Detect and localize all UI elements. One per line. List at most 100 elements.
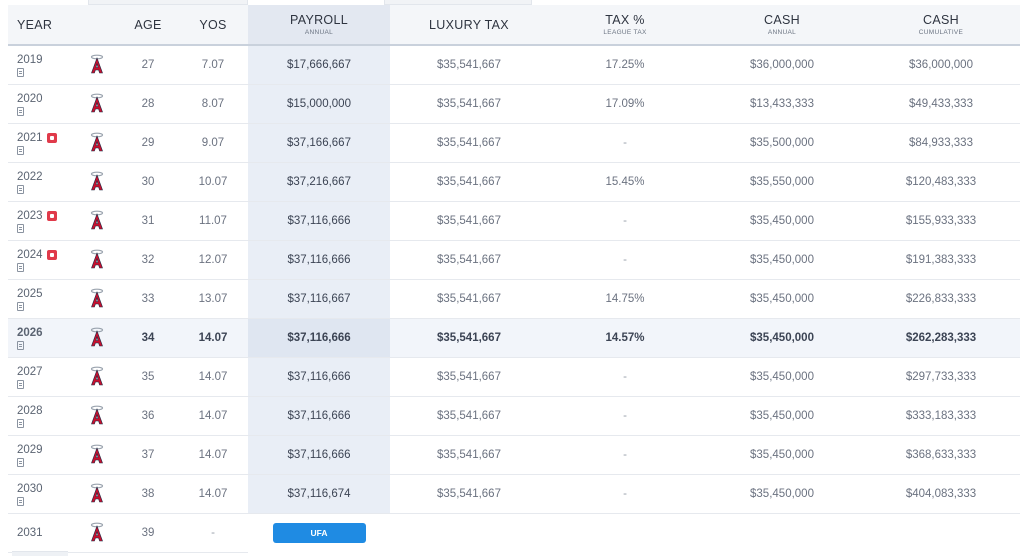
- table-row: 2023 31 11.07 $37,116,666 $35,541,667- $35,45…: [8, 201, 1020, 241]
- payroll-cell: $37,116,666: [248, 201, 390, 241]
- col-header-year[interactable]: YEAR: [8, 5, 76, 46]
- cash-annual-cell: $36,000,000: [702, 45, 862, 85]
- cash-cumulative-cell: $368,633,333: [862, 435, 1020, 475]
- contract-doc-icon[interactable]: [17, 184, 24, 194]
- table-row-final: 2031 39 - UFA: [8, 513, 1020, 553]
- tab-edge[interactable]: [88, 0, 248, 5]
- team-logo-cell: [76, 318, 118, 358]
- cash-cumulative-cell: $333,183,333: [862, 396, 1020, 436]
- cash-cumulative-cell: $191,383,333: [862, 240, 1020, 280]
- age-cell: 36: [118, 396, 178, 436]
- empty-cell: [862, 514, 1020, 553]
- contract-doc-icon[interactable]: [17, 457, 24, 467]
- status-cell: UFA: [248, 514, 390, 553]
- angels-logo-icon: [90, 483, 104, 506]
- luxury-tax-cell: $35,541,667: [390, 435, 548, 475]
- year-link[interactable]: 2024: [17, 248, 43, 261]
- contract-doc-icon[interactable]: [17, 496, 24, 506]
- tax-pct-cell: -: [548, 201, 702, 241]
- contract-doc-icon[interactable]: [17, 223, 24, 233]
- contract-doc-icon[interactable]: [17, 67, 24, 77]
- year-cell: 2028: [8, 396, 76, 436]
- contract-doc-icon[interactable]: [17, 301, 24, 311]
- year-link[interactable]: 2026: [17, 326, 43, 339]
- tab-edge[interactable]: [384, 0, 532, 5]
- team-logo-cell: [76, 513, 118, 553]
- table-row: 2021 29 9.07 $37,166,667 $35,541,667- $35,500…: [8, 123, 1020, 163]
- col-header-age[interactable]: AGE: [118, 5, 178, 46]
- cash-cumulative-cell: $120,483,333: [862, 162, 1020, 202]
- empty-cell: [548, 514, 702, 553]
- luxury-tax-cell: $35,541,667: [390, 123, 548, 163]
- luxury-tax-cell: $35,541,667: [390, 162, 548, 202]
- contract-doc-icon[interactable]: [17, 106, 24, 116]
- contract-doc-icon[interactable]: [17, 145, 24, 155]
- table-row: 2027 35 14.07 $37,116,666 $35,541,667- $35,45…: [8, 357, 1020, 397]
- year-link[interactable]: 2021: [17, 131, 43, 144]
- yos-cell: 14.07: [178, 396, 248, 436]
- angels-logo-icon: [90, 54, 104, 77]
- cash-cumulative-cell: $36,000,000: [862, 45, 1020, 85]
- year-link[interactable]: 2019: [17, 53, 43, 66]
- payroll-cell: $15,000,000: [248, 84, 390, 124]
- cash-annual-cell: $35,450,000: [702, 318, 862, 358]
- year-link[interactable]: 2027: [17, 365, 43, 378]
- cash-cumulative-cell: $262,283,333: [862, 318, 1020, 358]
- contract-doc-icon[interactable]: [17, 418, 24, 428]
- contract-doc-icon[interactable]: [17, 340, 24, 350]
- option-year-icon[interactable]: [46, 210, 57, 221]
- table-header-row: YEAR AGE YOS PAYROLL ANNUAL LUXURY TAX TA…: [8, 5, 1020, 46]
- angels-logo-icon: [90, 171, 104, 194]
- age-cell: 33: [118, 279, 178, 319]
- luxury-tax-cell: $35,541,667: [390, 474, 548, 514]
- table-row: 2025 33 13.07 $37,116,667 $35,541,667 14.75% $…: [8, 279, 1020, 319]
- year-cell: 2029: [8, 435, 76, 475]
- team-logo-cell: [76, 474, 118, 514]
- angels-logo-icon: [90, 327, 104, 350]
- col-header-luxury-tax[interactable]: LUXURY TAX: [390, 5, 548, 46]
- year-link[interactable]: 2030: [17, 482, 43, 495]
- contract-doc-icon[interactable]: [17, 262, 24, 272]
- col-header-team: [76, 5, 118, 46]
- yos-cell: 7.07: [178, 45, 248, 85]
- tax-pct-cell: 17.09%: [548, 84, 702, 124]
- cash-cumulative-cell: $226,833,333: [862, 279, 1020, 319]
- col-header-yos[interactable]: YOS: [178, 5, 248, 46]
- col-header-tax-pct[interactable]: TAX % LEAGUE TAX: [548, 5, 702, 46]
- cash-cumulative-cell: $155,933,333: [862, 201, 1020, 241]
- year-link[interactable]: 2023: [17, 209, 43, 222]
- bottom-tab-edge[interactable]: [12, 551, 68, 556]
- age-cell: 32: [118, 240, 178, 280]
- angels-logo-icon: [90, 132, 104, 155]
- cash-cumulative-cell: $297,733,333: [862, 357, 1020, 397]
- yos-cell: 14.07: [178, 474, 248, 514]
- cash-annual-cell: $35,450,000: [702, 474, 862, 514]
- tax-pct-cell: -: [548, 123, 702, 163]
- ufa-badge-button[interactable]: UFA: [272, 523, 366, 544]
- option-year-icon[interactable]: [46, 249, 57, 260]
- luxury-tax-cell: $35,541,667: [390, 357, 548, 397]
- yos-cell: 8.07: [178, 84, 248, 124]
- year-link[interactable]: 2022: [17, 170, 43, 183]
- team-logo-cell: [76, 435, 118, 475]
- top-tab-strip: [0, 0, 1024, 5]
- cash-annual-cell: $35,550,000: [702, 162, 862, 202]
- yos-cell: 14.07: [178, 435, 248, 475]
- year-cell: 2031: [8, 513, 76, 553]
- contract-doc-icon[interactable]: [17, 379, 24, 389]
- year-link[interactable]: 2029: [17, 443, 43, 456]
- option-year-icon[interactable]: [46, 132, 57, 143]
- payroll-cell: $37,116,666: [248, 396, 390, 436]
- col-header-payroll[interactable]: PAYROLL ANNUAL: [248, 5, 390, 46]
- tax-pct-cell: 15.45%: [548, 162, 702, 202]
- year-link[interactable]: 2028: [17, 404, 43, 417]
- payroll-cell: $37,116,666: [248, 435, 390, 475]
- year-link[interactable]: 2020: [17, 92, 43, 105]
- col-header-cash-cumulative[interactable]: CASH CUMULATIVE: [862, 5, 1020, 46]
- col-header-cash[interactable]: CASH ANNUAL: [702, 5, 862, 46]
- year-link[interactable]: 2025: [17, 287, 43, 300]
- luxury-tax-cell: $35,541,667: [390, 45, 548, 85]
- cash-annual-cell: $35,500,000: [702, 123, 862, 163]
- empty-cell: [702, 514, 862, 553]
- team-logo-cell: [76, 240, 118, 280]
